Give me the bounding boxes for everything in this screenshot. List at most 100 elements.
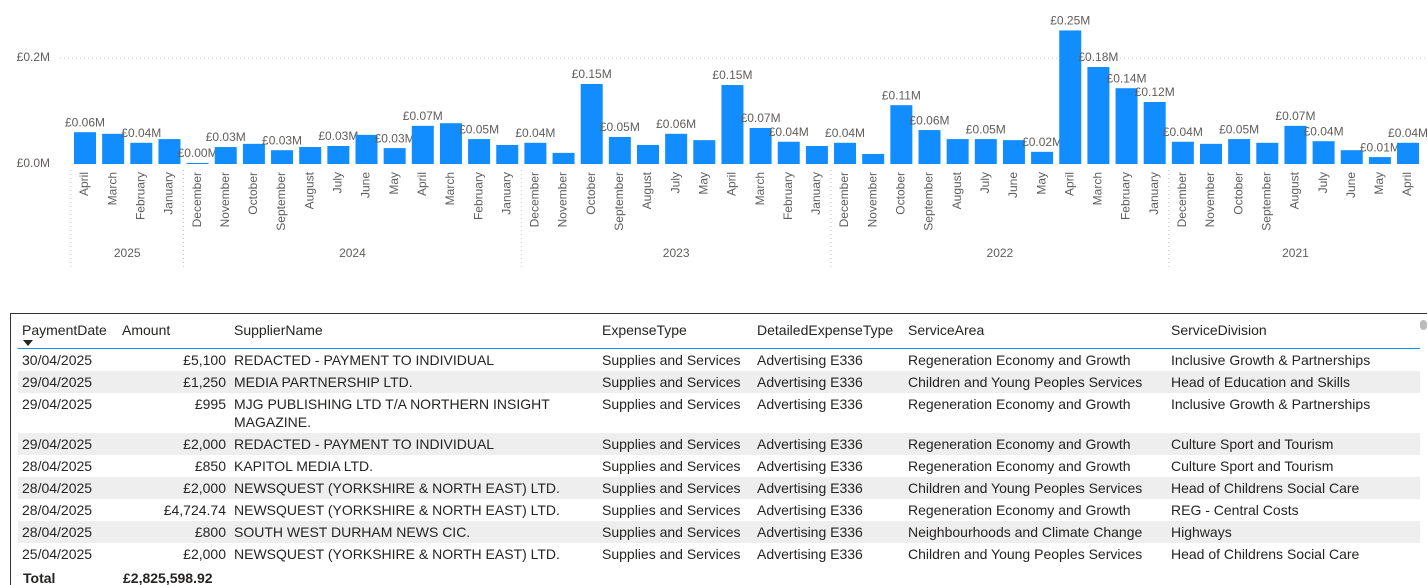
bar xyxy=(1256,142,1279,164)
table-cell: £1,250 xyxy=(118,371,230,393)
bar xyxy=(439,123,462,164)
table-cell: Regeneration Economy and Growth xyxy=(904,433,1167,455)
table-cell: MJG PUBLISHING LTD T/A NORTHERN INSIGHT … xyxy=(234,396,550,430)
table-cell: Regeneration Economy and Growth xyxy=(908,352,1131,368)
table-cell: Culture Sport and Tourism xyxy=(1171,458,1334,474)
x-tick-label: July xyxy=(331,172,345,193)
bar xyxy=(524,142,547,164)
table-cell: Advertising E336 xyxy=(753,371,904,393)
table-row: 28/04/2025 £800 SOUTH WEST DURHAM NEWS CIC… xyxy=(18,521,1420,543)
scrollbar[interactable] xyxy=(1420,320,1427,330)
x-tick-label: July xyxy=(1316,172,1330,193)
column-header: ExpenseType xyxy=(598,314,753,349)
x-tick-label: September xyxy=(1259,172,1273,231)
x-tick-label: April xyxy=(415,172,429,196)
table-cell: Supplies and Services xyxy=(602,546,741,562)
x-tick-label: September xyxy=(612,172,626,231)
data-label: £0.12M xyxy=(1135,85,1175,99)
table-cell: Highways xyxy=(1167,521,1420,543)
bar xyxy=(1312,141,1335,164)
x-tick-label: April xyxy=(77,172,91,196)
x-tick-label: January xyxy=(809,172,823,215)
x-tick-label: August xyxy=(950,171,964,209)
x-tick-label: January xyxy=(499,172,513,215)
table-cell: £5,100 xyxy=(183,352,226,368)
data-label: £0.06M xyxy=(65,115,105,129)
x-tick-label: December xyxy=(528,172,542,227)
data-label: £0.05M xyxy=(966,122,1006,136)
table-cell: Advertising E336 xyxy=(757,396,863,412)
data-label: £0.07M xyxy=(403,109,443,123)
bar xyxy=(355,134,378,164)
table-cell: Head of Childrens Social Care xyxy=(1171,546,1360,562)
table-cell: NEWSQUEST (YORKSHIRE & NORTH EAST) LTD. xyxy=(230,477,598,499)
x-tick-label: May xyxy=(1034,172,1048,195)
table-visual: PaymentDate Amount SupplierName ExpenseType… xyxy=(10,313,1427,585)
table: PaymentDate Amount SupplierName ExpenseType… xyxy=(18,314,1420,565)
data-label: £0.04M xyxy=(1388,126,1428,140)
bar xyxy=(186,162,209,164)
bar xyxy=(974,139,997,164)
table-cell: Advertising E336 xyxy=(753,477,904,499)
column-header: ServiceArea xyxy=(904,314,1167,349)
data-label: £0.05M xyxy=(459,122,499,136)
bar xyxy=(1143,101,1166,164)
data-label: £0.01M xyxy=(1360,140,1400,154)
data-label: £0.18M xyxy=(1078,50,1118,64)
data-label: £0.03M xyxy=(206,130,246,144)
table-cell: Regeneration Economy and Growth xyxy=(908,458,1131,474)
table-cell: £995 xyxy=(194,396,226,412)
bar xyxy=(214,147,237,164)
table-row: 28/04/2025 £2,000 NEWSQUEST (YORKSHIRE & N… xyxy=(18,477,1420,499)
data-label: £0.07M xyxy=(1275,109,1315,123)
data-label: £0.06M xyxy=(909,113,949,127)
bar xyxy=(580,83,603,164)
table-row: 29/04/2025 £995 MJG PUBLISHING LTD T/A NOR… xyxy=(18,393,1420,433)
data-label: £0.04M xyxy=(1304,124,1344,138)
table-cell: MEDIA PARTNERSHIP LTD. xyxy=(230,371,598,393)
table-cell: Supplies and Services xyxy=(602,458,741,474)
x-tick-label: April xyxy=(725,172,739,196)
bar xyxy=(1059,30,1082,164)
table-body: PaymentDate Amount SupplierName ExpenseType… xyxy=(18,314,1422,568)
data-label: £0.14M xyxy=(1107,71,1147,85)
table-cell: £850 xyxy=(194,458,226,474)
column-header: PaymentDate xyxy=(18,314,118,349)
bar xyxy=(918,130,941,164)
bar xyxy=(721,85,744,164)
x-tick-label: July xyxy=(978,172,992,193)
table-cell: Head of Childrens Social Care xyxy=(1167,477,1420,499)
bar xyxy=(1284,125,1307,164)
table-cell: SOUTH WEST DURHAM NEWS CIC. xyxy=(230,521,598,543)
bar xyxy=(102,133,125,164)
year-label: 2025 xyxy=(114,246,141,260)
table-cell: 28/04/2025 xyxy=(22,458,93,474)
table-cell: £2,000 xyxy=(118,433,230,455)
table-row: 29/04/2025 £2,000 REDACTED - PAYMENT TO IN… xyxy=(18,433,1420,455)
data-label: £0.04M xyxy=(1163,125,1203,139)
table-row: 30/04/2025 £5,100 REDACTED - PAYMENT TO IN… xyxy=(18,349,1420,372)
data-label: £0.25M xyxy=(1050,14,1090,28)
x-tick-label: September xyxy=(274,172,288,231)
table-cell: Culture Sport and Tourism xyxy=(1167,433,1420,455)
table-cell: REG - Central Costs xyxy=(1171,502,1299,518)
total-amount: £2,825,598.92 xyxy=(123,570,213,585)
x-tick-label: April xyxy=(1062,172,1076,196)
data-label: £0.05M xyxy=(600,120,640,134)
data-label: £0.03M xyxy=(318,129,358,143)
bar xyxy=(468,139,491,164)
bar xyxy=(271,150,294,164)
data-label: £0.15M xyxy=(712,68,752,82)
table-cell: 29/04/2025 xyxy=(22,396,93,412)
table-cell: £4,724.74 xyxy=(163,502,226,518)
table-cell: Supplies and Services xyxy=(602,396,741,412)
bar xyxy=(327,145,350,164)
bar xyxy=(1340,150,1363,164)
x-tick-label: August xyxy=(1288,171,1302,209)
bar xyxy=(777,141,800,164)
bar xyxy=(1368,157,1391,164)
table-cell: Supplies and Services xyxy=(598,371,753,393)
year-label: 2024 xyxy=(339,246,366,260)
bar xyxy=(1031,151,1054,164)
total-label: Total xyxy=(23,570,56,585)
